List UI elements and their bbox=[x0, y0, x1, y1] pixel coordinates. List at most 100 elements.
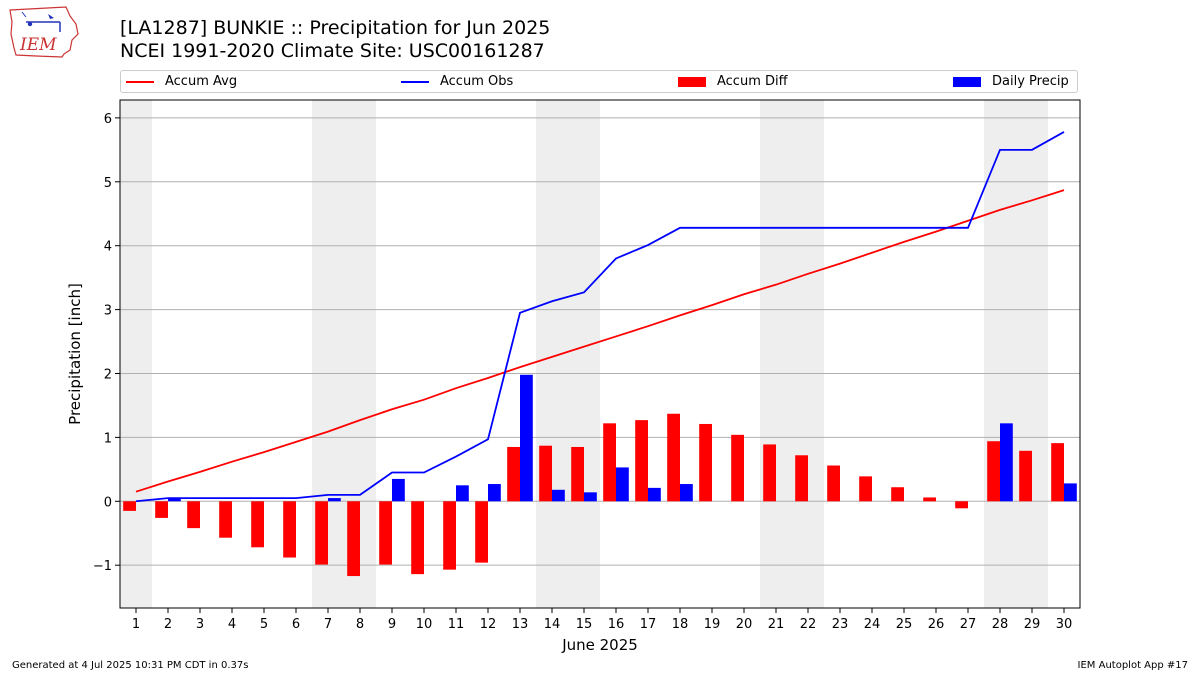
y-tick-label-3: 3 bbox=[104, 304, 112, 319]
weekend-shade-day-29 bbox=[1016, 100, 1048, 608]
weekend-shade-day-28 bbox=[984, 100, 1016, 608]
accum-diff-bar-day-28 bbox=[987, 441, 1000, 502]
accum-diff-bar-day-8 bbox=[347, 501, 360, 577]
x-tick-label-7: 7 bbox=[324, 617, 332, 632]
weekend-shade-day-1 bbox=[120, 100, 152, 608]
accum-diff-bar-day-15 bbox=[571, 446, 584, 502]
x-tick-label-17: 17 bbox=[640, 617, 657, 632]
accum-diff-bar-day-11 bbox=[443, 501, 456, 570]
accum-diff-bar-day-21 bbox=[763, 444, 776, 502]
x-axis-label: June 2025 bbox=[561, 636, 638, 654]
accum-diff-bar-day-18 bbox=[667, 413, 680, 502]
y-tick-label-5: 5 bbox=[104, 176, 112, 191]
accum-diff-bar-day-20 bbox=[731, 434, 744, 502]
chart-title: [LA1287] BUNKIE :: Precipitation for Jun… bbox=[120, 17, 551, 39]
daily-precip-bar-day-9 bbox=[392, 478, 405, 502]
x-tick-label-16: 16 bbox=[608, 617, 625, 632]
daily-precip-bar-day-12 bbox=[488, 484, 501, 502]
x-tick-label-21: 21 bbox=[768, 617, 785, 632]
legend-daily-precip-swatch bbox=[953, 76, 981, 87]
daily-precip-bar-day-15 bbox=[584, 492, 597, 502]
y-tick-label-6: 6 bbox=[104, 112, 112, 127]
x-tick-label-1: 1 bbox=[132, 617, 140, 632]
x-tick-label-26: 26 bbox=[928, 617, 945, 632]
accum-diff-bar-day-5 bbox=[251, 501, 264, 548]
weekend-shade-day-21 bbox=[760, 100, 792, 608]
x-tick-label-22: 22 bbox=[800, 617, 817, 632]
iem-logo: IEM bbox=[6, 4, 82, 60]
legend-accum-obs-label: Accum Obs bbox=[440, 74, 514, 89]
x-tick-label-25: 25 bbox=[896, 617, 913, 632]
x-tick-label-28: 28 bbox=[992, 617, 1009, 632]
plot-frame bbox=[119, 99, 1081, 609]
accum-diff-bar-day-7 bbox=[315, 501, 328, 565]
x-tick-label-10: 10 bbox=[416, 617, 433, 632]
x-tick-label-11: 11 bbox=[448, 617, 465, 632]
x-tick-label-18: 18 bbox=[672, 617, 689, 632]
weekend-shade-day-22 bbox=[792, 100, 824, 608]
daily-precip-bar-day-28 bbox=[1000, 423, 1013, 502]
x-tick-label-8: 8 bbox=[356, 617, 364, 632]
logo-text: IEM bbox=[19, 35, 57, 55]
legend-accum-obs: Accum Obs bbox=[401, 71, 513, 92]
y-tick-label--1: −1 bbox=[93, 559, 112, 574]
x-tick-label-27: 27 bbox=[960, 617, 977, 632]
footer-generated: Generated at 4 Jul 2025 10:31 PM CDT in … bbox=[12, 660, 249, 671]
x-tick-label-4: 4 bbox=[228, 617, 236, 632]
x-tick-label-23: 23 bbox=[832, 617, 849, 632]
accum-diff-bar-day-29 bbox=[1019, 450, 1032, 502]
accum-diff-bar-day-13 bbox=[507, 446, 520, 502]
accum-diff-bar-day-26 bbox=[923, 497, 936, 502]
daily-precip-bar-day-14 bbox=[552, 489, 565, 502]
daily-precip-bar-day-16 bbox=[616, 467, 629, 502]
accum-avg-line bbox=[135, 189, 1065, 493]
x-tick-label-3: 3 bbox=[196, 617, 204, 632]
accum-diff-bar-day-10 bbox=[411, 501, 424, 575]
y-tick-label-0: 0 bbox=[104, 495, 112, 510]
x-tick-label-29: 29 bbox=[1024, 617, 1041, 632]
legend-accum-avg-label: Accum Avg bbox=[165, 74, 238, 89]
accum-diff-bar-day-2 bbox=[155, 501, 168, 518]
legend-accum-avg-swatch bbox=[126, 80, 154, 83]
footer-app: IEM Autoplot App #17 bbox=[1077, 660, 1188, 671]
daily-precip-bar-day-7 bbox=[328, 498, 341, 502]
legend-accum-diff-swatch bbox=[678, 76, 706, 87]
legend: Accum Avg Accum Obs Accum Diff Daily Pre… bbox=[120, 70, 1078, 93]
legend-daily-precip-label: Daily Precip bbox=[992, 74, 1069, 89]
accum-diff-bar-day-25 bbox=[891, 487, 904, 502]
x-tick-label-19: 19 bbox=[704, 617, 721, 632]
x-tick-label-30: 30 bbox=[1056, 617, 1073, 632]
legend-accum-obs-swatch bbox=[401, 80, 429, 83]
accum-diff-bar-day-1 bbox=[123, 501, 136, 511]
daily-precip-bar-day-18 bbox=[680, 484, 693, 502]
x-tick-label-14: 14 bbox=[544, 617, 561, 632]
daily-precip-bar-day-11 bbox=[456, 485, 469, 502]
accum-diff-bar-day-23 bbox=[827, 465, 840, 502]
accum-diff-bar-day-30 bbox=[1051, 443, 1064, 502]
y-tick-label-2: 2 bbox=[104, 367, 112, 382]
x-tick-label-9: 9 bbox=[388, 617, 396, 632]
chart-subtitle: NCEI 1991-2020 Climate Site: USC00161287 bbox=[120, 40, 545, 62]
legend-accum-diff: Accum Diff bbox=[678, 71, 788, 92]
legend-daily-precip: Daily Precip bbox=[953, 71, 1069, 92]
x-tick-label-13: 13 bbox=[512, 617, 529, 632]
x-tick-label-15: 15 bbox=[576, 617, 593, 632]
legend-accum-avg: Accum Avg bbox=[126, 71, 237, 92]
accum-diff-bar-day-4 bbox=[219, 501, 232, 538]
x-tick-label-6: 6 bbox=[292, 617, 300, 632]
accum-diff-bar-day-6 bbox=[283, 501, 296, 558]
accum-diff-bar-day-3 bbox=[187, 501, 200, 529]
accum-diff-bar-day-14 bbox=[539, 445, 552, 502]
accum-diff-bar-day-19 bbox=[699, 423, 712, 502]
accum-diff-bar-day-24 bbox=[859, 476, 872, 502]
weekend-shade-day-15 bbox=[568, 100, 600, 608]
daily-precip-bar-day-30 bbox=[1064, 483, 1077, 502]
accum-diff-bar-day-16 bbox=[603, 423, 616, 502]
x-tick-label-12: 12 bbox=[480, 617, 497, 632]
accum-diff-bar-day-27 bbox=[955, 501, 968, 509]
accum-diff-bar-day-17 bbox=[635, 420, 648, 502]
daily-precip-bar-day-13 bbox=[520, 374, 533, 502]
accum-diff-bar-day-22 bbox=[795, 455, 808, 502]
x-tick-label-2: 2 bbox=[164, 617, 172, 632]
